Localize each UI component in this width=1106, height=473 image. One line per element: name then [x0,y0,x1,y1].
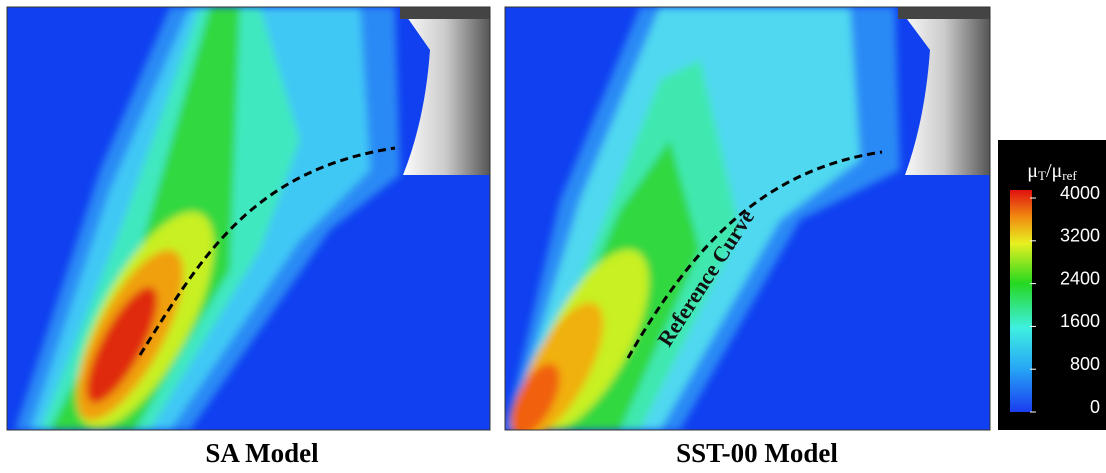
colorbar-tick-label: 800 [1070,354,1100,374]
figure: Reference Curve SA Model SST-00 Model μT… [0,0,1106,473]
colorbar-strip [1010,190,1032,412]
panel-caption: SST-00 Model [676,438,838,468]
colorbar-tick-label: 0 [1090,397,1100,417]
colorbar-tick-label: 2400 [1060,268,1100,288]
contour-panel [7,7,490,447]
panel-caption: SA Model [205,438,319,468]
colorbar-tick-label: 3200 [1060,226,1100,246]
colorbar-tick-label: 4000 [1060,183,1100,203]
colorbar-tick-label: 1600 [1060,311,1100,331]
contour-panel: Reference Curve [500,7,990,449]
